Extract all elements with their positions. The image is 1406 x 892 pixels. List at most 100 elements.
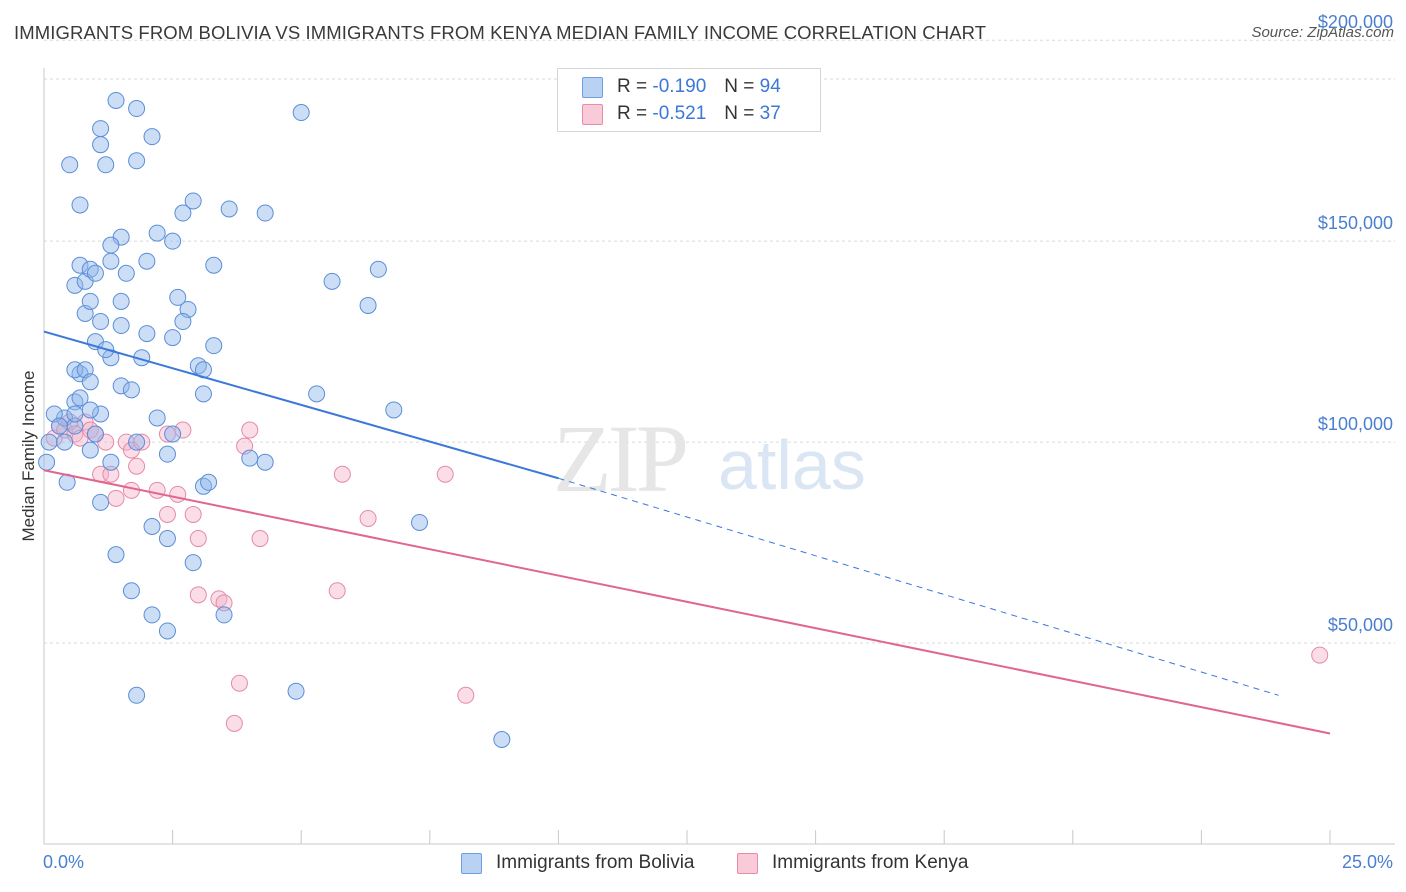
- kenya-points: [45, 413, 1329, 732]
- data-point: [92, 120, 110, 138]
- legend-r-value: -0.521: [652, 103, 707, 124]
- data-point: [122, 481, 140, 499]
- data-point: [287, 682, 305, 700]
- data-point: [50, 417, 68, 435]
- data-point: [133, 433, 151, 451]
- legend-r-label: R =: [617, 103, 648, 124]
- data-point: [158, 445, 176, 463]
- data-point: [128, 686, 146, 704]
- data-point: [81, 401, 99, 419]
- data-point: [241, 421, 259, 439]
- data-point: [102, 236, 120, 254]
- watermark: ZIP atlas: [553, 405, 866, 512]
- data-point: [138, 325, 156, 343]
- data-point: [205, 337, 223, 355]
- data-point: [128, 433, 146, 451]
- legend-row-kenya: R = -0.521 N = 37: [582, 102, 781, 126]
- data-point: [97, 156, 115, 174]
- data-point: [148, 481, 166, 499]
- data-point: [81, 373, 99, 391]
- data-point: [230, 674, 248, 692]
- chart-source: Source: ZipAtlas.com: [1251, 24, 1394, 41]
- data-point: [215, 606, 233, 624]
- data-point: [411, 513, 429, 531]
- data-point: [200, 473, 218, 491]
- data-point: [66, 417, 84, 435]
- data-point: [71, 196, 89, 214]
- data-point: [138, 252, 156, 270]
- data-point: [215, 594, 233, 612]
- trend-line-bolivia-extension: [558, 477, 1279, 696]
- data-point: [169, 288, 187, 306]
- data-point: [164, 232, 182, 250]
- data-point: [164, 425, 182, 443]
- data-point: [40, 433, 58, 451]
- data-point: [112, 317, 130, 335]
- data-point: [359, 509, 377, 527]
- data-point: [174, 421, 192, 439]
- data-point: [122, 582, 140, 600]
- legend-n-value: 94: [759, 76, 781, 97]
- data-point: [81, 292, 99, 310]
- data-point: [220, 200, 238, 218]
- series-label-bolivia: Immigrants from Bolivia: [496, 852, 695, 873]
- data-point: [112, 377, 130, 395]
- data-point: [86, 264, 104, 282]
- trend-line-kenya: [43, 469, 1331, 735]
- legend-swatch-bolivia: [582, 76, 603, 98]
- trend-lines: [43, 330, 1331, 735]
- data-point: [148, 409, 166, 427]
- data-point: [369, 260, 387, 278]
- legend-row-bolivia: R = -0.190 N = 94: [582, 75, 781, 99]
- y-tick-label: $100,000: [1318, 414, 1393, 434]
- data-point: [92, 405, 110, 423]
- data-point: [251, 530, 269, 548]
- data-point: [225, 714, 243, 732]
- data-point: [189, 530, 207, 548]
- data-point: [81, 441, 99, 459]
- series-legend-kenya: Immigrants from Kenya: [737, 852, 968, 874]
- trend-line-bolivia: [43, 330, 559, 480]
- data-point: [184, 554, 202, 572]
- data-point: [256, 453, 274, 471]
- data-point: [56, 433, 74, 451]
- y-tick-labels: $50,000 $100,000 $150,000 $200,000: [1318, 12, 1393, 635]
- data-point: [241, 449, 259, 467]
- y-tick-label: $150,000: [1318, 213, 1393, 233]
- data-point: [436, 465, 454, 483]
- data-point: [92, 313, 110, 331]
- legend-n-value: 37: [759, 103, 781, 124]
- data-point: [117, 264, 135, 282]
- data-point: [128, 100, 146, 118]
- data-point: [143, 128, 161, 146]
- data-point: [158, 530, 176, 548]
- data-point: [92, 493, 110, 511]
- data-point: [117, 433, 135, 451]
- data-point: [328, 582, 346, 600]
- data-point: [128, 152, 146, 170]
- data-point: [323, 272, 341, 290]
- data-point: [102, 453, 120, 471]
- data-point: [174, 204, 192, 222]
- series-legend-bolivia: Immigrants from Bolivia: [461, 852, 695, 874]
- legend-r-value: -0.190: [652, 76, 707, 97]
- data-point: [493, 731, 511, 749]
- watermark-atlas: atlas: [718, 426, 866, 504]
- data-point: [158, 505, 176, 523]
- data-point: [66, 276, 84, 294]
- data-point: [107, 91, 125, 109]
- data-point: [184, 192, 202, 210]
- data-point: [292, 104, 310, 122]
- data-point: [205, 256, 223, 274]
- data-point: [359, 296, 377, 314]
- data-point: [164, 329, 182, 347]
- data-point: [189, 586, 207, 604]
- legend-r-label: R =: [617, 76, 648, 97]
- y-tick-label: $50,000: [1328, 615, 1393, 635]
- series-label-kenya: Immigrants from Kenya: [772, 852, 969, 873]
- axes: [43, 68, 1395, 845]
- data-point: [143, 517, 161, 535]
- data-point: [61, 156, 79, 174]
- data-point: [385, 401, 403, 419]
